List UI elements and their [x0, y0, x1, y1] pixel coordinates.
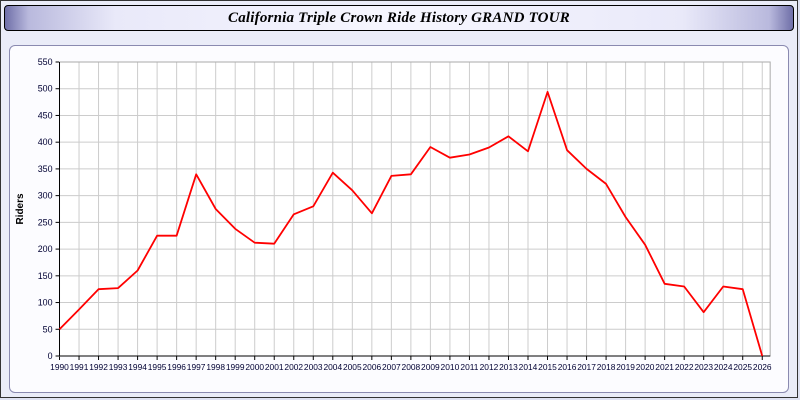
- svg-text:150: 150: [38, 271, 53, 281]
- svg-text:400: 400: [38, 137, 53, 147]
- svg-text:1993: 1993: [109, 362, 128, 372]
- svg-text:0: 0: [48, 351, 53, 361]
- svg-text:2017: 2017: [577, 362, 596, 372]
- svg-text:1994: 1994: [128, 362, 147, 372]
- svg-text:2006: 2006: [362, 362, 381, 372]
- svg-text:500: 500: [38, 84, 53, 94]
- svg-text:550: 550: [38, 57, 53, 67]
- svg-text:50: 50: [43, 324, 53, 334]
- svg-text:2004: 2004: [323, 362, 342, 372]
- svg-text:200: 200: [38, 244, 53, 254]
- svg-text:2024: 2024: [714, 362, 733, 372]
- svg-text:2002: 2002: [284, 362, 303, 372]
- svg-text:2016: 2016: [558, 362, 577, 372]
- svg-text:2005: 2005: [343, 362, 362, 372]
- svg-text:2001: 2001: [265, 362, 284, 372]
- svg-text:2021: 2021: [655, 362, 674, 372]
- svg-text:2007: 2007: [382, 362, 401, 372]
- svg-text:2025: 2025: [733, 362, 752, 372]
- svg-text:2022: 2022: [675, 362, 694, 372]
- svg-text:450: 450: [38, 110, 53, 120]
- svg-text:2015: 2015: [538, 362, 557, 372]
- svg-text:300: 300: [38, 191, 53, 201]
- svg-text:350: 350: [38, 164, 53, 174]
- svg-text:2008: 2008: [402, 362, 421, 372]
- svg-text:1999: 1999: [226, 362, 245, 372]
- svg-text:1996: 1996: [167, 362, 186, 372]
- chart-container: 0 50 100 150 200 250 300 350 400 450 500 550 1990 199…: [9, 45, 789, 393]
- svg-text:2000: 2000: [245, 362, 264, 372]
- svg-text:2023: 2023: [694, 362, 713, 372]
- svg-text:Riders: Riders: [15, 193, 26, 225]
- svg-text:2014: 2014: [519, 362, 538, 372]
- svg-text:2012: 2012: [480, 362, 499, 372]
- svg-text:1992: 1992: [89, 362, 108, 372]
- svg-text:2013: 2013: [499, 362, 518, 372]
- svg-text:2019: 2019: [616, 362, 635, 372]
- svg-text:1998: 1998: [206, 362, 225, 372]
- svg-text:2018: 2018: [597, 362, 616, 372]
- svg-text:1991: 1991: [70, 362, 89, 372]
- svg-text:2009: 2009: [421, 362, 440, 372]
- svg-text:2010: 2010: [441, 362, 460, 372]
- svg-text:1995: 1995: [148, 362, 167, 372]
- svg-text:1990: 1990: [50, 362, 69, 372]
- svg-text:2020: 2020: [636, 362, 655, 372]
- svg-text:100: 100: [38, 298, 53, 308]
- title-bar: California Triple Crown Ride History GRA…: [4, 5, 794, 31]
- svg-text:250: 250: [38, 217, 53, 227]
- svg-text:2026: 2026: [753, 362, 772, 372]
- svg-text:2003: 2003: [304, 362, 323, 372]
- page-title: California Triple Crown Ride History GRA…: [228, 9, 570, 26]
- svg-text:1997: 1997: [187, 362, 206, 372]
- svg-text:2011: 2011: [460, 362, 478, 372]
